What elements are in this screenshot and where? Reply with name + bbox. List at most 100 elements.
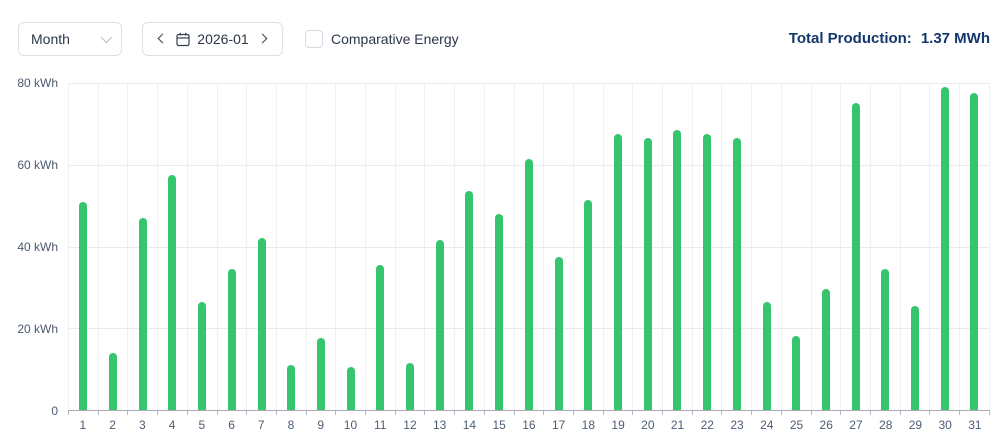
x-axis-tick [513,411,515,415]
prev-month-button[interactable] [154,32,168,46]
bar-day-29[interactable] [911,305,920,410]
x-axis-tick [691,411,693,415]
bar-cell [691,83,722,415]
x-axis-tick [454,411,456,415]
bar-day-10[interactable] [346,367,355,410]
bar-day-30[interactable] [940,87,949,410]
date-picker-field[interactable]: 2026-01 [168,31,257,47]
bar-day-24[interactable] [762,301,771,410]
x-tick-label-1: 1 [79,418,87,432]
x-axis-tick [365,411,367,415]
bar-day-23[interactable] [732,138,741,410]
bar-day-4[interactable] [168,174,177,410]
bar-day-19[interactable] [614,134,622,410]
bar-day-7[interactable] [257,238,266,410]
x-tick-label-2: 2 [109,418,116,432]
bar-day-5[interactable] [198,301,207,410]
x-axis-tick [186,411,188,415]
x-tick-label-14: 14 [462,418,477,432]
bar-day-3[interactable] [138,217,147,410]
bar-day-8[interactable] [287,365,296,410]
x-tick-label-27: 27 [849,418,863,432]
bar-cell [97,83,128,415]
comparative-energy-checkbox[interactable] [305,30,323,48]
x-axis-tick [335,411,337,415]
bar-cell [454,83,484,415]
bar-cell [246,83,276,415]
bar-day-11[interactable] [376,264,385,410]
bar-cell [929,83,959,415]
x-tick-label-31: 31 [968,418,982,432]
x-tick-label-17: 17 [551,418,566,432]
bar-day-12[interactable] [406,363,415,410]
bar-day-6[interactable] [227,268,236,410]
x-axis-tick [483,411,485,415]
bar-cell [780,83,811,415]
bar-cell [394,83,425,415]
bar-cell [572,83,603,415]
bar-cell [157,83,187,415]
x-tick-label-19: 19 [611,418,625,432]
bar-day-25[interactable] [792,336,801,410]
x-axis-tick [572,411,574,415]
bar-day-18[interactable] [584,199,593,410]
bar-day-20[interactable] [643,138,652,410]
period-select[interactable]: Month [18,22,122,56]
x-axis-tick [751,411,753,415]
x-axis-tick [543,411,545,415]
next-month-button[interactable] [257,32,271,46]
x-tick-label-13: 13 [433,418,447,432]
bar-day-22[interactable] [703,134,712,410]
bar-day-28[interactable] [881,268,890,410]
total-production: Total Production: 1.37 MWh [789,30,990,47]
bar-day-31[interactable] [970,93,979,410]
bar-day-9[interactable] [316,338,325,410]
bar-day-1[interactable] [79,201,88,410]
bar-day-17[interactable] [554,256,563,410]
x-tick-label-6: 6 [228,418,235,432]
x-tick-label-20: 20 [641,418,655,432]
bar-cell [840,83,870,415]
comparative-energy-label[interactable]: Comparative Energy [331,31,459,47]
x-tick-label-18: 18 [581,418,596,432]
total-production-value: 1.37 MWh [920,30,990,47]
bar-cell [127,83,157,415]
y-axis-labels: 0 20 kWh 40 kWh 60 kWh 80 kWh [0,77,58,417]
y-tick-label: 0 [51,404,58,418]
x-tick-label-8: 8 [287,418,295,432]
x-axis-labels: 1 2 3 4 5 6 7 8 9 10 11 12 13 14 15 16 17 18 19 20 21 22 23 24 2… [68,418,990,432]
bar-day-13[interactable] [435,240,444,410]
bar-day-2[interactable] [109,352,118,410]
x-tick-label-21: 21 [670,418,685,432]
x-tick-label-4: 4 [168,418,176,432]
bar-day-15[interactable] [495,213,504,410]
y-tick-label: 20 kWh [17,322,58,336]
x-tick-label-26: 26 [819,418,833,432]
x-tick-label-23: 23 [730,418,744,432]
bar-day-16[interactable] [524,158,533,410]
date-value: 2026-01 [197,31,249,47]
bar-day-27[interactable] [851,103,860,410]
bar-day-14[interactable] [465,191,474,410]
gridline-80 [68,83,990,84]
x-tick-label-10: 10 [343,418,358,432]
bar-cell [424,83,454,415]
y-tick-label: 80 kWh [17,76,58,90]
chevron-down-icon [100,31,113,44]
x-axis-tick [157,411,159,415]
bar-cell [483,83,514,415]
x-axis-tick [929,411,931,415]
x-tick-label-28: 28 [879,418,893,432]
x-axis-tick [68,411,69,415]
bar-cell [275,83,306,415]
x-axis-tick [394,411,396,415]
bar-day-21[interactable] [673,130,682,410]
bar-cell [662,83,692,415]
x-axis-tick [632,411,634,415]
bar-cell [216,83,247,415]
x-axis-tick [216,411,218,415]
chevron-right-icon [257,33,268,44]
bar-cell [899,83,930,415]
bar-cell [721,83,751,415]
bar-day-26[interactable] [821,289,830,410]
